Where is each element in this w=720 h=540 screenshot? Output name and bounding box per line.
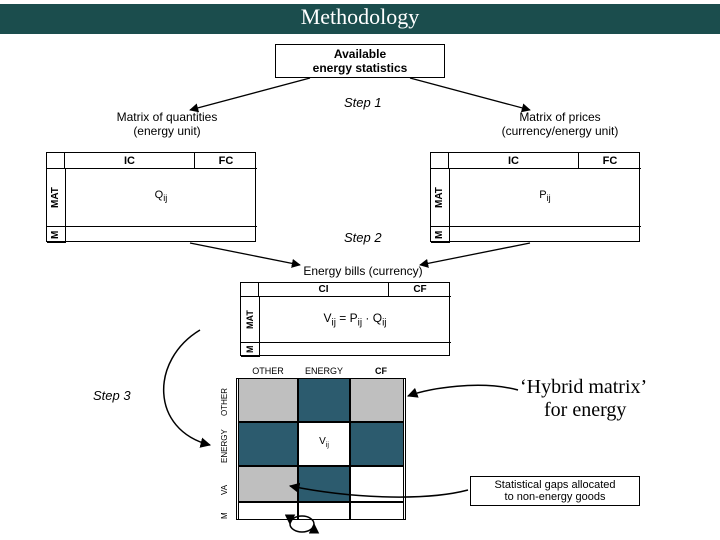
avail-l2: energy statistics xyxy=(276,61,444,75)
p-row-m: M xyxy=(431,227,449,243)
v-col-ci: CI xyxy=(259,283,389,297)
q-row-m: M xyxy=(47,227,65,243)
p-row-mat: MAT xyxy=(431,169,449,227)
h-col-other: OTHER xyxy=(238,366,298,376)
h-col-cf: CF xyxy=(358,366,404,376)
step1-label: Step 1 xyxy=(344,95,382,110)
h-row-energy: ENERGY xyxy=(220,424,236,468)
v-matrix: CI CF MAT M Vij = Pij · Qij xyxy=(240,282,450,356)
caption-line: (energy unit) xyxy=(82,124,252,138)
left-matrix-caption: Matrix of quantities (energy unit) xyxy=(82,110,252,139)
p-matrix: IC FC MAT M Pij xyxy=(430,152,640,242)
q-col-ic: IC xyxy=(65,153,195,169)
page-title: Methodology xyxy=(0,0,720,34)
h-row-va: VA xyxy=(220,476,236,504)
avail-l1: Available xyxy=(276,47,444,61)
p-col-ic: IC xyxy=(449,153,579,169)
p-col-fc: FC xyxy=(579,153,641,169)
h-vij: Vij xyxy=(298,436,350,449)
hybrid-matrix: OTHER ENERGY CF OTHER ENERGY VA M Vij xyxy=(220,366,420,530)
caption-line: Matrix of prices xyxy=(465,110,655,124)
p-body: Pij xyxy=(449,189,641,203)
caption-line: Matrix of quantities xyxy=(82,110,252,124)
v-body: Vij = Pij · Qij xyxy=(259,311,451,328)
q-col-fc: FC xyxy=(195,153,257,169)
q-row-mat: MAT xyxy=(47,169,65,227)
q-body: Qij xyxy=(65,189,257,203)
h-col-energy: ENERGY xyxy=(298,366,350,376)
q-matrix: IC FC MAT M Qij xyxy=(46,152,256,242)
v-row-m: M xyxy=(241,343,259,357)
h-row-other: OTHER xyxy=(220,380,236,424)
step3-label: Step 3 xyxy=(93,388,131,403)
available-stats-box: Available energy statistics xyxy=(275,44,445,78)
caption-line: (currency/energy unit) xyxy=(465,124,655,138)
h-row-m: M xyxy=(220,508,236,524)
right-matrix-caption: Matrix of prices (currency/energy unit) xyxy=(465,110,655,139)
hybrid-title: ‘Hybrid matrix’ for energy xyxy=(520,376,720,422)
v-col-cf: CF xyxy=(389,283,451,297)
v-row-mat: MAT xyxy=(241,297,259,343)
mid-caption: Energy bills (currency) xyxy=(278,264,448,278)
note-box: Statistical gaps allocated to non-energy… xyxy=(470,476,640,506)
step2-label: Step 2 xyxy=(344,230,382,245)
